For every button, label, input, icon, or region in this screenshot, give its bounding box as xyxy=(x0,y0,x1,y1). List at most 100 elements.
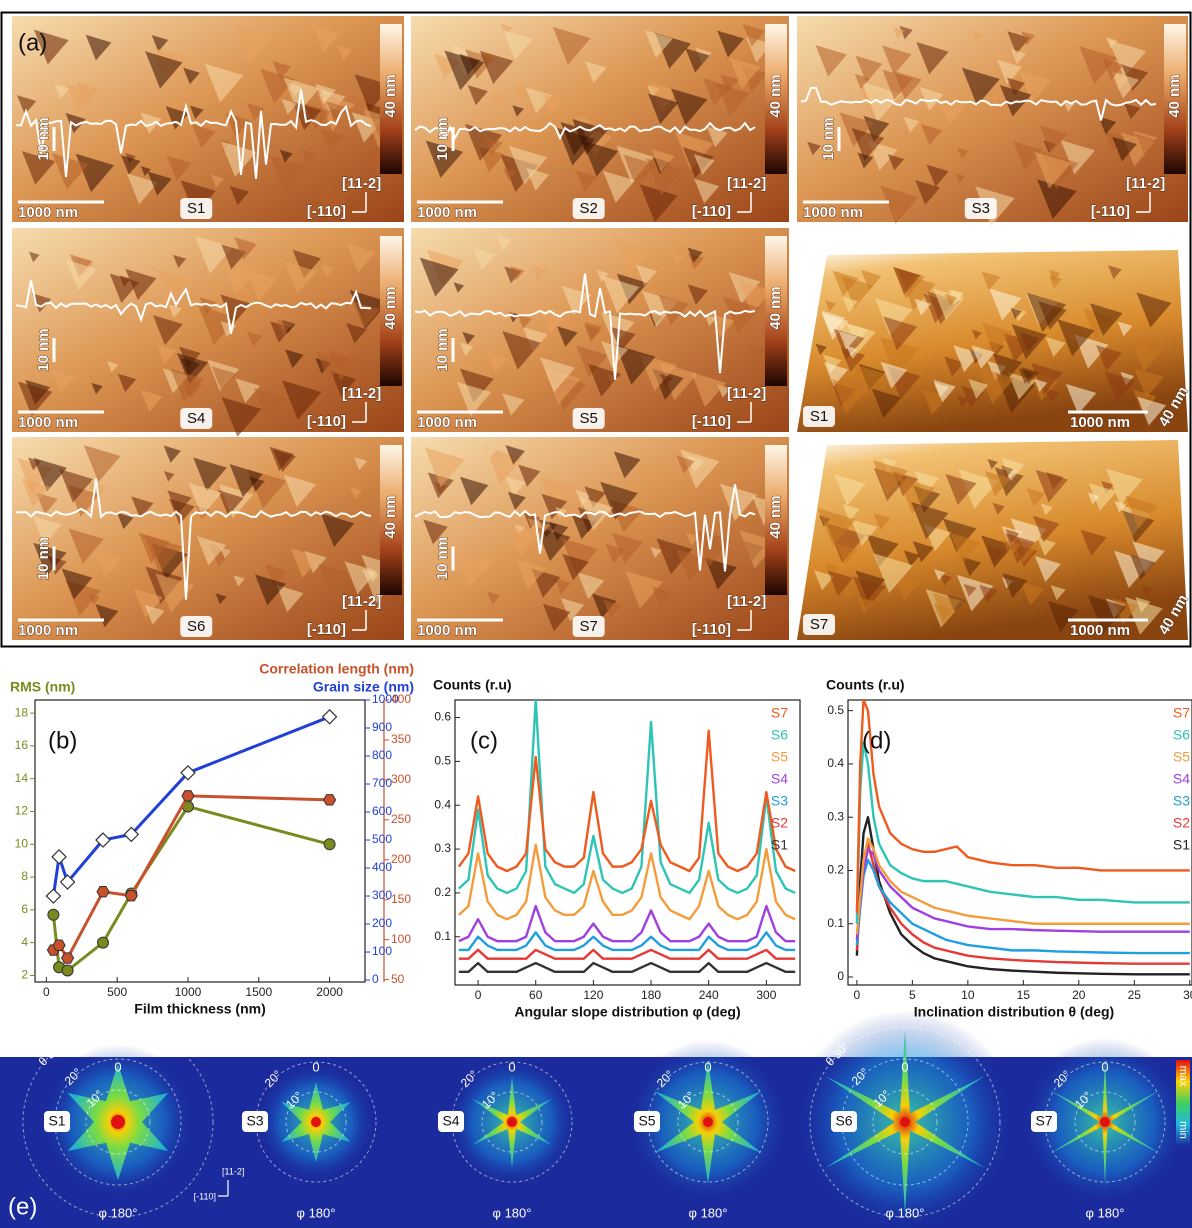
sample-label: S3 xyxy=(972,200,990,217)
page: { "panel_a": { "label": "(a)", "images":… xyxy=(0,0,1192,1228)
legend-label: S3 xyxy=(1173,793,1190,809)
direction-label: [-110] xyxy=(307,203,346,220)
direction-label: [11-2] xyxy=(727,175,766,192)
colorbar-min: min xyxy=(1177,1121,1189,1139)
sample-label: S1 xyxy=(187,200,205,217)
legend-label: S7 xyxy=(771,705,788,721)
center-peak xyxy=(900,1117,910,1127)
legend-label: S2 xyxy=(1173,815,1190,831)
y-tick-label: 0.1 xyxy=(827,916,844,930)
y2-axis-title: Correlation length (nm) xyxy=(259,661,414,677)
sample-label: S1 xyxy=(48,1113,65,1129)
sample-label: S6 xyxy=(835,1113,852,1129)
figure: 40 nm10 nm1000 nmS1[11-2][-110]40 nm10 n… xyxy=(0,0,1192,1228)
marker xyxy=(62,965,73,976)
y3-axis-title: Grain size (nm) xyxy=(313,679,414,695)
scale-bar-label: 1000 nm xyxy=(803,204,863,221)
y-tick-label: 600 xyxy=(372,804,392,818)
y-tick-label: 100 xyxy=(372,944,392,958)
x-tick-label: 500 xyxy=(107,985,127,999)
color-scale-label: 40 nm xyxy=(767,74,784,117)
azimuth-bottom: φ 180° xyxy=(493,1205,532,1220)
direction-label: [-110] xyxy=(194,1191,216,1201)
x-axis-title: Angular slope distribution φ (deg) xyxy=(514,1004,740,1020)
azimuth-bottom: φ 180° xyxy=(1086,1205,1125,1220)
center-peak xyxy=(311,1117,321,1127)
profile-scale-label: 10 nm xyxy=(434,328,451,371)
x-tick-label: 180 xyxy=(641,988,661,1002)
afm-image: 40 nm10 nm1000 nmS5[11-2][-110] xyxy=(411,228,789,432)
scale-bar-label: 1000 nm xyxy=(18,204,78,221)
y-tick-label: 150 xyxy=(391,892,411,906)
afm-image: 40 nm10 nm1000 nmS4[11-2][-110] xyxy=(12,228,404,437)
sample-label: S2 xyxy=(579,200,597,217)
y-tick-label: 300 xyxy=(391,772,411,786)
legend-label: S4 xyxy=(1173,771,1190,787)
y-tick-label: 14 xyxy=(15,771,29,785)
y-tick-label: 6 xyxy=(21,902,28,916)
marker xyxy=(62,953,74,963)
sample-label: S1 xyxy=(810,408,828,425)
afm-image: 40 nm10 nm1000 nmS7[11-2][-110] xyxy=(411,437,789,640)
sample-label: S5 xyxy=(638,1113,655,1129)
scale-bar-label: 1000 nm xyxy=(1070,622,1130,639)
y-tick-label: 18 xyxy=(15,705,29,719)
y-tick-label: 10 xyxy=(15,836,29,850)
azimuth-bottom: φ 180° xyxy=(99,1205,138,1220)
x-tick-label: 1500 xyxy=(245,985,272,999)
legend-label: S5 xyxy=(1173,749,1190,765)
panel-label: (b) xyxy=(48,727,77,754)
legend-label: S6 xyxy=(1173,727,1190,743)
direction-label: [11-2] xyxy=(342,175,381,192)
direction-label: [11-2] xyxy=(727,385,766,402)
y-tick-label: 250 xyxy=(391,812,411,826)
y-tick-label: 0.2 xyxy=(434,885,451,899)
center-peak xyxy=(111,1115,125,1129)
y-axis-title: Counts (r.u) xyxy=(433,677,512,693)
marker xyxy=(182,791,194,801)
y-axis-title: Counts (r.u) xyxy=(826,677,905,693)
y-tick-label: 16 xyxy=(15,738,29,752)
panel-label: (c) xyxy=(470,727,498,754)
azimuth-top: 0 xyxy=(508,1059,515,1074)
y-axis-title: RMS (nm) xyxy=(10,679,75,695)
x-tick-label: 0 xyxy=(43,985,50,999)
y-tick-label: 0.4 xyxy=(434,797,451,811)
center-peak xyxy=(1100,1117,1110,1127)
y-tick-label: 12 xyxy=(15,804,29,818)
scale-bar-label: 1000 nm xyxy=(417,414,477,431)
direction-label: [-110] xyxy=(692,621,731,638)
panel-label: (e) xyxy=(8,1193,37,1220)
scale-bar-label: 1000 nm xyxy=(18,622,78,639)
x-tick-label: 240 xyxy=(699,988,719,1002)
direction-label: [-110] xyxy=(692,413,731,430)
scale-bar-label: 1000 nm xyxy=(417,204,477,221)
azimuth-top: 0 xyxy=(704,1059,711,1074)
y-tick-label: 2 xyxy=(21,968,28,982)
azimuth-top: 0 xyxy=(114,1059,121,1074)
y-tick-label: 50 xyxy=(391,972,405,986)
sample-label: S3 xyxy=(246,1113,263,1129)
marker xyxy=(324,795,336,805)
sample-label: S7 xyxy=(1035,1113,1052,1129)
y-tick-label: 500 xyxy=(372,832,392,846)
legend-label: S2 xyxy=(771,815,788,831)
afm-image: 40 nm10 nm1000 nmS1[11-2][-110] xyxy=(12,16,404,222)
profile-scale-label: 10 nm xyxy=(35,117,52,160)
legend-label: S7 xyxy=(1173,705,1190,721)
y-tick-label: 0.2 xyxy=(827,863,844,877)
sample-label: S7 xyxy=(579,618,597,635)
y-tick-label: 0.5 xyxy=(827,703,844,717)
sample-label: S7 xyxy=(810,616,828,633)
center-peak xyxy=(507,1117,517,1127)
x-tick-label: 0 xyxy=(854,988,861,1002)
y-tick-label: 100 xyxy=(391,932,411,946)
afm-image: 40 nm10 nm1000 nmS6[11-2][-110] xyxy=(12,437,404,640)
color-scale-label: 40 nm xyxy=(767,495,784,538)
azimuth-top: 0 xyxy=(1101,1059,1108,1074)
y-tick-label: 0.5 xyxy=(434,754,451,768)
x-tick-label: 60 xyxy=(529,988,543,1002)
x-tick-label: 1000 xyxy=(175,985,202,999)
profile-scale-label: 10 nm xyxy=(35,537,52,580)
